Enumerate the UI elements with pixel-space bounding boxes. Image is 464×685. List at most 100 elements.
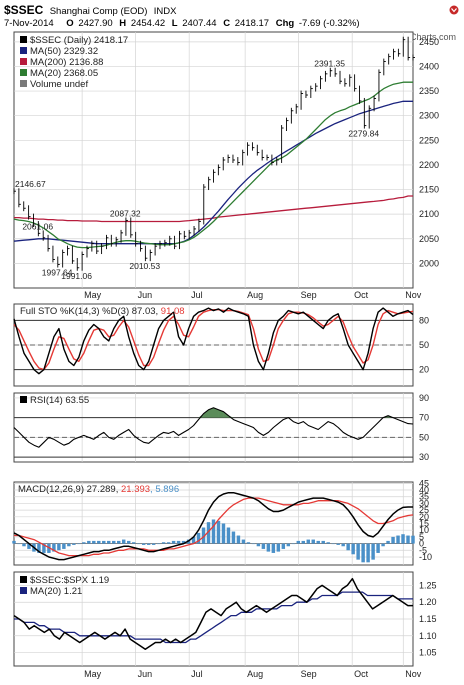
macd-hist-bar	[117, 540, 121, 544]
macd-hist-bar	[211, 519, 216, 544]
macd-hist-bar	[281, 543, 286, 549]
rsi-panel: 30 50 70 90 RSI(14) 63.55	[13, 392, 429, 463]
price-panel-y-tick: 2100	[419, 209, 439, 219]
macd-hist-bar	[52, 543, 56, 552]
price-panel-y-tick: 2200	[419, 160, 439, 170]
macd-hist-bar	[286, 543, 291, 547]
rsi-panel-y-tick: 90	[419, 393, 429, 403]
macd-hist-bar	[306, 539, 310, 544]
price-legend-label: Volume undef	[30, 79, 88, 90]
ma50-line	[13, 100, 413, 245]
macd-panel-y-tick: 15	[419, 519, 429, 529]
macd-hist-bar	[276, 543, 281, 552]
macd-hist-bar	[261, 543, 266, 549]
macd-panel-y-tick: -5	[419, 545, 427, 555]
macd-hist-bar	[356, 543, 360, 560]
price-annotation: 1997.64	[42, 268, 73, 278]
price-annotation: 2061.06	[22, 221, 53, 231]
sto-k-line	[13, 307, 414, 375]
close-label: C	[223, 18, 230, 29]
macd-hist-bar	[161, 542, 166, 544]
macd-hist-bar	[391, 536, 395, 544]
macd-panel-y-tick: 20	[419, 512, 429, 522]
low-value: 2407.44	[182, 18, 216, 29]
macd-hist-bar	[301, 540, 305, 544]
macd-hist-bar	[136, 543, 141, 545]
macd-panel-y-tick: 10	[419, 525, 429, 535]
macd-hist-bar	[92, 540, 96, 544]
date-line: 7-Nov-2014 O 2427.90 H 2454.42 L 2407.44…	[4, 18, 360, 29]
date-text: 7-Nov-2014	[4, 18, 54, 29]
sto-legend: Full STO %K(14,3) %D(3) 87.03, 91.08	[20, 306, 185, 317]
price-legend-label: MA(50) 2329.32	[30, 46, 98, 57]
month-label-bottom: Jun	[138, 669, 153, 679]
macd-hist-bar	[62, 543, 66, 549]
macd-hist-bar	[151, 543, 156, 545]
macd-hist-bar	[316, 540, 320, 544]
macd-hist-bar	[146, 543, 151, 545]
price-panel-y-tick: 2450	[419, 37, 439, 47]
rsi-legend-label: RSI(14) 63.55	[30, 395, 89, 406]
macd-hist-bar	[271, 543, 276, 553]
rsi-overbought-fill	[208, 407, 214, 418]
macd-hist-bar	[371, 543, 375, 560]
macd-hist-bar	[107, 540, 111, 544]
price-panel-y-tick: 2350	[419, 86, 439, 96]
macd-hist-bar	[72, 543, 76, 545]
month-label-bottom: May	[84, 669, 102, 679]
close-value: 2418.17	[235, 18, 269, 29]
rsi-overbought-fill	[213, 407, 219, 418]
ratio-ma-line	[14, 591, 413, 644]
macd-hist-bar	[82, 542, 86, 544]
price-legend-label: $SSEC (Daily) 2418.17	[30, 35, 128, 46]
price-annotation: 2087.32	[110, 208, 141, 218]
price-panel-y-tick: 2300	[419, 111, 439, 121]
ratio-legend-label: MA(20) 1.21	[30, 586, 82, 597]
rsi-panel-y-tick: 70	[419, 413, 429, 423]
macd-hist-bar	[401, 534, 405, 544]
rsi-panel-y-tick: 50	[419, 432, 429, 442]
open-value: 2427.90	[78, 18, 112, 29]
price-annotation: 2391.35	[314, 59, 345, 69]
macd-hist-bar	[246, 542, 251, 544]
info-icon[interactable]	[449, 5, 459, 15]
month-label: Aug	[247, 290, 263, 300]
macd-panel-y-tick: 0	[419, 539, 424, 549]
ratio-panel: 1.05 1.10 1.15 1.20 1.25 $SSEC:$SPX 1.19MA(20…	[13, 571, 437, 667]
price-annotation: 2010.53	[129, 261, 160, 271]
macd-hist-bar	[251, 543, 256, 545]
macd-panel-y-tick: 40	[419, 485, 429, 495]
macd-panel-y-tick: 30	[419, 498, 429, 508]
high-value: 2454.42	[131, 18, 165, 29]
macd-hist-bar	[196, 532, 201, 544]
macd-hist-bar	[331, 543, 335, 545]
macd-legend: MACD(12,26,9) 27.289, 21.393, 5.896	[18, 484, 179, 495]
macd-hist-bar	[122, 539, 126, 544]
macd-hist-bar	[97, 540, 101, 544]
ratio-panel-y-tick: 1.25	[419, 580, 437, 590]
symbol-text: $SSEC	[4, 3, 44, 17]
macd-hist-bar	[102, 540, 106, 544]
macd-hist-bar	[77, 543, 81, 545]
macd-hist-bar	[241, 539, 246, 544]
macd-hist-bar	[171, 540, 176, 544]
macd-hist-bar	[226, 527, 231, 544]
macd-hist-bar	[156, 543, 161, 545]
ratio-legend-swatch	[20, 587, 27, 594]
macd-hist-bar	[361, 543, 365, 563]
macd-hist-bar	[12, 540, 16, 544]
macd-hist-bar	[311, 539, 315, 544]
ratio-panel-y-tick: 1.05	[419, 648, 437, 658]
macd-legend-part: , 5.896	[150, 484, 179, 495]
macd-hist-bar	[266, 543, 271, 552]
high-label: H	[119, 18, 126, 29]
macd-hist-bar	[336, 543, 340, 545]
macd-hist-bar	[411, 535, 415, 544]
price-annotation: 2146.67	[15, 179, 46, 189]
macd-hist-bar	[221, 523, 226, 544]
change-value: -7.69 (-0.32%)	[299, 18, 360, 29]
ratio-panel-y-tick: 1.20	[419, 597, 437, 607]
macd-hist-bar	[57, 543, 61, 551]
month-label: Oct	[354, 290, 369, 300]
